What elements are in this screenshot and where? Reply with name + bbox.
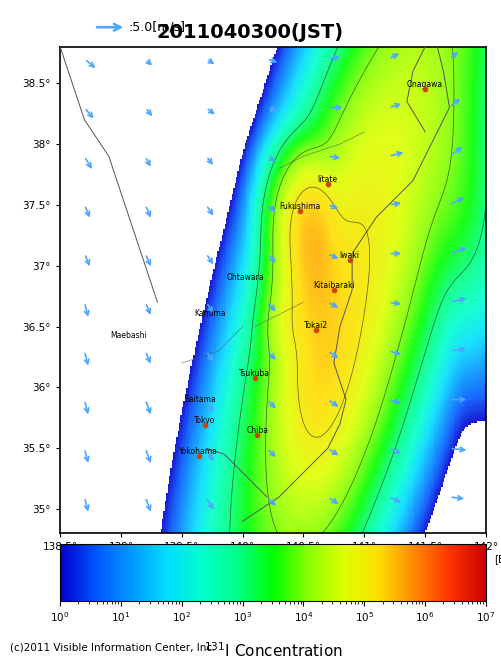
Text: Maebashi: Maebashi: [110, 331, 147, 340]
Text: :5.0[m/s]: :5.0[m/s]: [128, 20, 185, 34]
Text: Tokyo: Tokyo: [194, 416, 215, 425]
Text: (c)2011 Visible Information Center, Inc.: (c)2011 Visible Information Center, Inc.: [10, 643, 215, 652]
Text: Saitama: Saitama: [184, 395, 216, 405]
Text: Iwaki: Iwaki: [340, 250, 360, 260]
Text: 2011040300(JST): 2011040300(JST): [157, 23, 344, 42]
Text: Tokai2: Tokai2: [304, 321, 328, 330]
Text: Fukushima: Fukushima: [279, 202, 321, 211]
Text: Chiba: Chiba: [246, 426, 268, 435]
Text: Iitate: Iitate: [318, 175, 338, 185]
Text: Kanuma: Kanuma: [194, 309, 225, 318]
Text: Yokohama: Yokohama: [179, 447, 218, 455]
Text: Kitaibaraki: Kitaibaraki: [313, 281, 355, 290]
Text: $^{131}$I Concentration: $^{131}$I Concentration: [203, 641, 343, 659]
Text: Onagawa: Onagawa: [407, 80, 443, 90]
Text: Ohtawara: Ohtawara: [226, 273, 264, 281]
Text: Tsukuba: Tsukuba: [239, 368, 271, 378]
Text: [Bq/m$^3$]: [Bq/m$^3$]: [494, 552, 501, 568]
